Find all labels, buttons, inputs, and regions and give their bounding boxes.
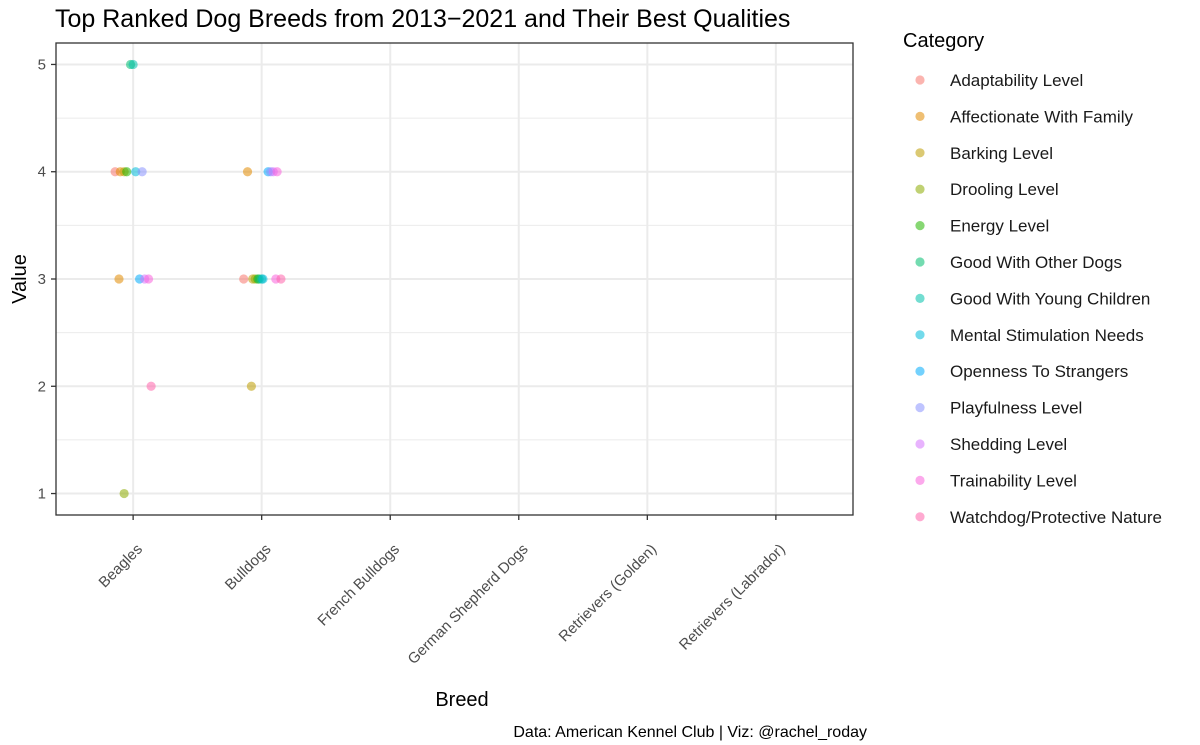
legend-title: Category	[903, 30, 984, 52]
legend-label: Adaptability Level	[950, 71, 1083, 90]
y-tick-label: 3	[38, 271, 46, 288]
legend-item: Mental Stimulation Needs	[915, 326, 1144, 345]
data-point	[128, 59, 138, 70]
x-tick-label: French Bulldogs	[314, 541, 403, 630]
legend-items: Adaptability Level Affectionate With Fami…	[915, 71, 1162, 527]
data-point	[146, 381, 156, 391]
x-tick-label: Bulldogs	[222, 541, 275, 594]
x-tick-label: Retrievers (Golden)	[556, 541, 661, 646]
legend-key	[915, 475, 925, 485]
y-tick-label: 4	[38, 164, 46, 181]
legend-label: Shedding Level	[950, 435, 1067, 454]
y-tick-label: 1	[38, 486, 46, 503]
x-axis: Beagles Bulldogs French Bulldogs German She…	[96, 515, 789, 668]
data-point	[239, 274, 249, 284]
caption: Data: American Kennel Club | Viz: @rache…	[513, 724, 867, 741]
y-tick-label: 2	[38, 378, 46, 395]
legend-item: Energy Level	[915, 217, 1049, 236]
data-point	[137, 167, 147, 177]
legend-item: Playfulness Level	[915, 399, 1082, 418]
legend-label: Openness To Strangers	[950, 362, 1128, 381]
x-tick-label: Beagles	[96, 541, 146, 591]
legend-label: Good With Young Children	[950, 289, 1150, 308]
grid-minor	[56, 117, 853, 441]
legend-label: Good With Other Dogs	[950, 253, 1122, 272]
legend-item: Drooling Level	[915, 180, 1059, 199]
legend-item: Watchdog/Protective Nature	[915, 508, 1162, 527]
x-tick-label: Retrievers (Labrador)	[676, 541, 789, 654]
legend-item: Shedding Level	[915, 435, 1067, 454]
legend-label: Watchdog/Protective Nature	[950, 508, 1162, 527]
legend-item: Good With Young Children	[915, 289, 1150, 308]
legend-item: Good With Other Dogs	[915, 253, 1122, 272]
x-tick-label: German Shepherd Dogs	[405, 541, 532, 668]
legend-item: Barking Level	[915, 144, 1053, 163]
data-point	[276, 274, 286, 284]
legend-label: Drooling Level	[950, 180, 1059, 199]
legend-label: Playfulness Level	[950, 399, 1082, 418]
data-point	[119, 488, 129, 499]
legend-label: Trainability Level	[950, 471, 1077, 490]
legend-key	[915, 403, 925, 413]
legend-key	[915, 439, 925, 449]
y-tick-label: 5	[38, 56, 46, 73]
data-point	[122, 167, 132, 177]
legend-item: Affectionate With Family	[915, 107, 1133, 126]
legend-key	[915, 111, 925, 121]
legend-key	[915, 330, 925, 340]
legend-key	[915, 293, 925, 303]
data-point	[114, 274, 124, 284]
data-point	[131, 167, 141, 177]
legend-label: Energy Level	[950, 217, 1049, 236]
chart-title: Top Ranked Dog Breeds from 2013−2021 and…	[55, 5, 790, 33]
legend-key	[915, 512, 925, 522]
data-point	[143, 274, 154, 284]
data-point	[246, 381, 256, 391]
legend-label: Affectionate With Family	[950, 107, 1133, 126]
legend-key	[915, 148, 925, 158]
data-points	[110, 59, 286, 499]
legend-key	[915, 257, 925, 267]
legend-key	[915, 184, 925, 194]
data-point	[272, 167, 282, 177]
legend-item: Adaptability Level	[915, 71, 1083, 90]
grid-major	[56, 43, 853, 515]
data-point	[258, 274, 268, 284]
legend-label: Barking Level	[950, 144, 1053, 163]
legend: Category Adaptability Level Affectionate …	[903, 30, 1162, 527]
y-axis: 1 2 3 4 5	[38, 56, 56, 503]
legend-item: Trainability Level	[915, 471, 1077, 490]
y-axis-title: Value	[9, 254, 31, 304]
x-axis-title: Breed	[435, 689, 488, 711]
legend-label: Mental Stimulation Needs	[950, 326, 1144, 345]
data-point	[242, 167, 253, 177]
plot-area	[55, 42, 854, 516]
legend-key	[915, 221, 925, 231]
legend-key	[915, 366, 925, 376]
legend-item: Openness To Strangers	[915, 362, 1128, 381]
legend-key	[915, 75, 925, 85]
